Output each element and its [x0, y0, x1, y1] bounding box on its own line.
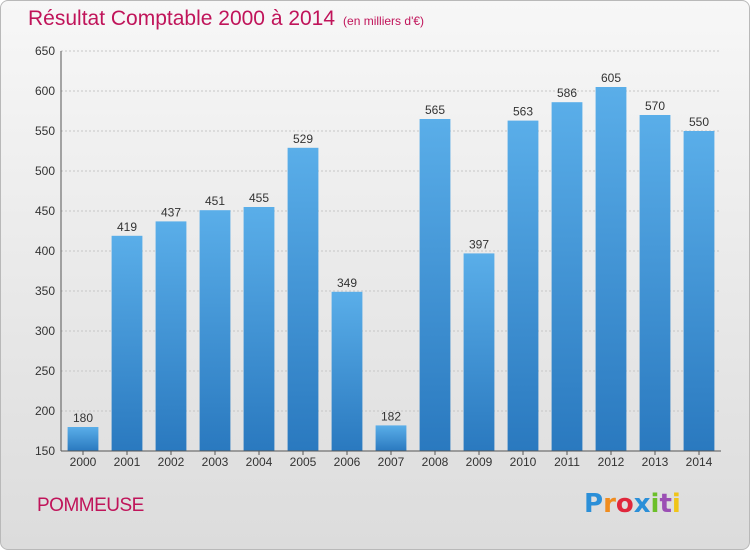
- bar-value-label: 451: [205, 194, 225, 208]
- x-tick-label: 2000: [70, 455, 97, 469]
- y-tick-label: 600: [35, 84, 55, 98]
- bar: [287, 147, 319, 452]
- y-tick-label: 300: [35, 324, 55, 338]
- chart-title-text: Résultat Comptable 2000 à 2014: [28, 7, 336, 30]
- bar-value-label: 565: [425, 103, 445, 117]
- bar: [419, 119, 451, 451]
- y-tick-label: 500: [35, 164, 55, 178]
- x-tick-label: 2002: [158, 455, 185, 469]
- bar: [551, 102, 583, 451]
- bar-value-label: 586: [557, 86, 577, 100]
- logo-letter: t: [659, 489, 672, 519]
- bar: [639, 115, 671, 451]
- y-tick-label: 200: [35, 404, 55, 418]
- x-tick-label: 2011: [554, 455, 580, 469]
- bar: [155, 221, 187, 451]
- bar: [463, 253, 495, 451]
- logo-letter: o: [615, 489, 634, 519]
- x-tick-label: 2005: [290, 455, 317, 469]
- x-tick-label: 2013: [642, 455, 669, 469]
- bar-value-label: 437: [161, 205, 181, 219]
- bar-value-label: 349: [337, 276, 357, 290]
- bar: [331, 291, 363, 451]
- bar: [375, 425, 407, 451]
- x-tick-label: 2012: [598, 455, 625, 469]
- x-tick-label: 2008: [422, 455, 449, 469]
- bar: [507, 120, 539, 451]
- x-tick-label: 2003: [202, 455, 229, 469]
- bar: [67, 427, 99, 451]
- x-tick-label: 2001: [114, 455, 141, 469]
- bar-value-label: 182: [381, 409, 401, 423]
- y-tick-label: 150: [35, 444, 55, 458]
- logo-letter: x: [633, 489, 651, 519]
- x-tick-label: 2004: [246, 455, 273, 469]
- x-tick-label: 2010: [510, 455, 537, 469]
- y-tick-label: 400: [35, 244, 55, 258]
- bar: [683, 131, 715, 451]
- bar-value-label: 529: [293, 132, 313, 146]
- bar: [595, 87, 627, 451]
- x-tick-label: 2009: [466, 455, 493, 469]
- y-tick-label: 250: [35, 364, 55, 378]
- bar-value-label: 570: [645, 99, 665, 113]
- bar-value-label: 397: [469, 237, 489, 251]
- y-tick-label: 550: [35, 124, 55, 138]
- bar-value-label: 419: [117, 220, 137, 234]
- x-tick-label: 2006: [334, 455, 361, 469]
- logo-letter: i: [671, 489, 681, 519]
- bar-value-label: 550: [689, 115, 709, 129]
- x-tick-label: 2014: [686, 455, 713, 469]
- y-tick-label: 650: [35, 44, 55, 58]
- commune-name: POMMEUSE: [37, 495, 144, 516]
- chart-title: Résultat Comptable 2000 à 2014 (en millie…: [28, 7, 424, 31]
- bar: [243, 207, 275, 451]
- brand-logo: Proxiti: [584, 489, 681, 519]
- bar: [199, 210, 231, 451]
- logo-letter: P: [584, 489, 604, 519]
- bar-value-label: 455: [249, 191, 269, 205]
- logo-letter: r: [603, 489, 616, 519]
- chart-subtitle: (en milliers d'€): [343, 14, 425, 28]
- y-tick-label: 350: [35, 284, 55, 298]
- logo-letter: i: [650, 489, 660, 519]
- x-tick-label: 2007: [378, 455, 405, 469]
- y-tick-label: 450: [35, 204, 55, 218]
- bar-value-label: 563: [513, 105, 533, 119]
- bar-value-label: 605: [601, 71, 621, 85]
- bar: [111, 235, 143, 451]
- bar-value-label: 180: [73, 411, 93, 425]
